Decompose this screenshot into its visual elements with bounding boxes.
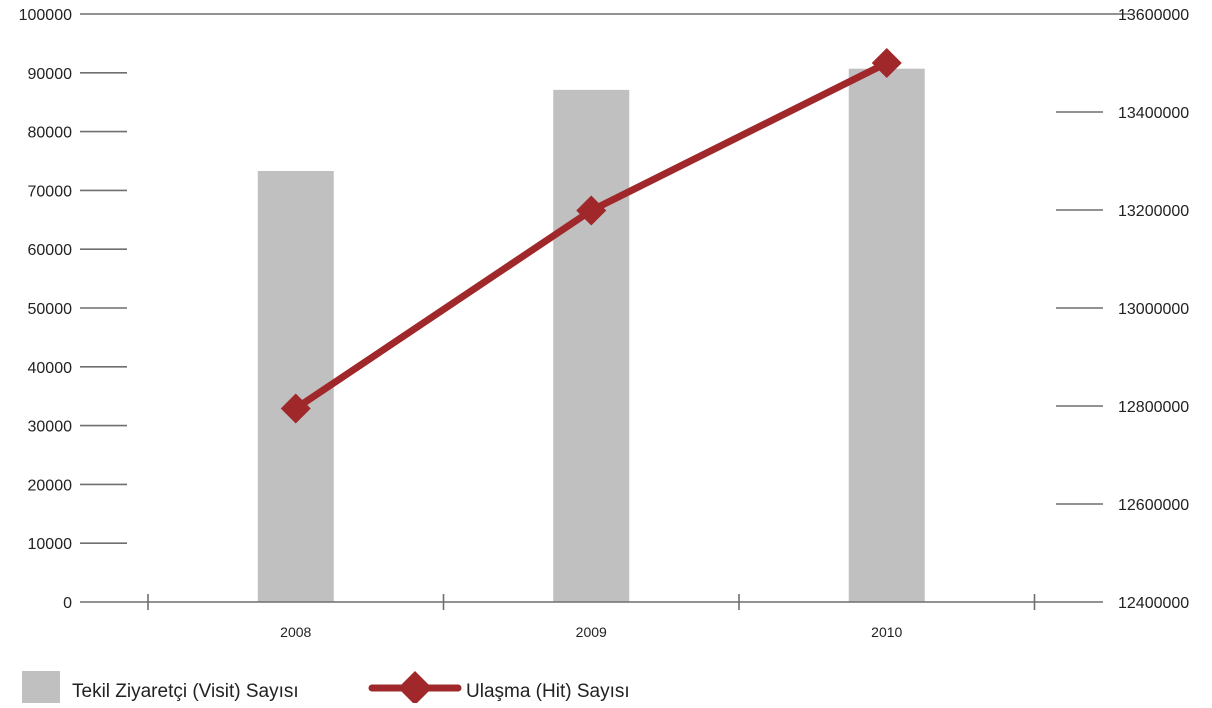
right-tick-label: 12600000 <box>1118 497 1189 514</box>
right-tick-label: 13400000 <box>1118 105 1189 122</box>
left-tick-label: 100000 <box>19 7 72 24</box>
left-tick-label: 80000 <box>28 125 73 142</box>
x-axis: 2008 2009 2010 <box>80 594 1103 640</box>
right-tick-label: 13000000 <box>1118 301 1189 318</box>
legend-swatch-visit <box>22 671 60 703</box>
line-series <box>280 48 902 424</box>
left-tick-label: 50000 <box>28 301 73 318</box>
left-tick-label: 40000 <box>28 360 73 377</box>
right-axis: 12400000 12600000 12800000 13000000 13200000… <box>1056 7 1189 612</box>
bar-series <box>257 68 925 603</box>
bar-2008 <box>257 170 334 602</box>
right-tick-label: 12800000 <box>1118 399 1189 416</box>
bar-2010 <box>848 68 925 602</box>
left-tick-label: 0 <box>63 595 72 612</box>
hit-marker-2009 <box>576 195 607 226</box>
x-tick-label: 2008 <box>280 624 311 640</box>
legend-label-visit: Tekil Ziyaretçi (Visit) Sayısı <box>72 681 299 702</box>
hit-marker-2010 <box>871 48 902 78</box>
left-tick-label: 60000 <box>28 242 73 259</box>
right-tick-label: 12400000 <box>1118 595 1189 612</box>
legend-label-hit: Ulaşma (Hit) Sayısı <box>466 681 630 702</box>
left-tick-label: 70000 <box>28 183 73 200</box>
left-tick-label: 30000 <box>28 419 73 436</box>
left-axis: 0 10000 20000 30000 40000 50000 60000 70000 8000… <box>19 7 1130 612</box>
right-tick-label: 13600000 <box>1118 7 1189 24</box>
right-tick-label: 13200000 <box>1118 203 1189 220</box>
left-tick-label: 10000 <box>28 536 73 553</box>
x-tick-label: 2010 <box>871 624 902 640</box>
legend-swatch-hit-marker <box>398 671 432 705</box>
left-tick-label: 90000 <box>28 66 73 83</box>
hit-marker-2008 <box>280 393 311 424</box>
x-tick-label: 2009 <box>576 624 607 640</box>
legend: Tekil Ziyaretçi (Visit) Sayısı Ulaşma (Hi… <box>22 671 630 705</box>
bar-2009 <box>553 89 630 603</box>
left-tick-label: 20000 <box>28 477 73 494</box>
